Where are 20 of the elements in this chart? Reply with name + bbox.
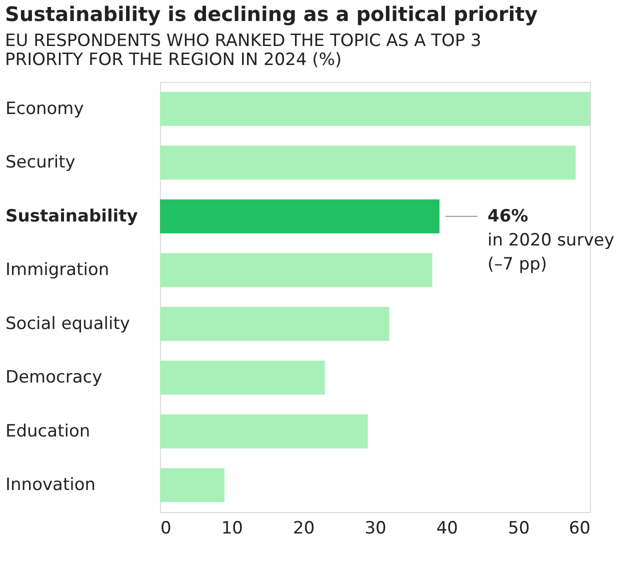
x-tick-label: 40 xyxy=(436,518,458,538)
y-tick-label: Sustainability xyxy=(6,206,138,226)
annotation: in 2020 survey xyxy=(488,230,614,250)
x-tick-label: 20 xyxy=(293,518,315,538)
y-tick-label: Innovation xyxy=(6,475,96,496)
y-tick-label: Economy xyxy=(6,98,84,119)
annotation: (–7 pp) xyxy=(488,254,548,274)
x-tick-label: 10 xyxy=(221,518,243,538)
x-tick-label: 60 xyxy=(568,518,590,538)
y-tick-label: Education xyxy=(6,421,90,442)
x-tick-label: 50 xyxy=(508,518,530,538)
x-tick-label: 0 xyxy=(160,518,172,538)
annotation: 46% xyxy=(488,206,528,226)
x-tick-label: 30 xyxy=(364,518,386,538)
y-tick-label: Social equality xyxy=(6,314,130,334)
chart-subtitle: EU RESPONDENTS WHO RANKED THE TOPIC AS A TOP 3 PRIORITY FOR THE REGION IN 2024 (%) xyxy=(5,31,482,70)
y-tick-label: Democracy xyxy=(6,368,102,388)
y-tick-label: Immigration xyxy=(6,260,110,280)
chart-title: Sustainability is declining as a political priority xyxy=(5,2,538,26)
y-tick-label: Security xyxy=(6,152,76,173)
